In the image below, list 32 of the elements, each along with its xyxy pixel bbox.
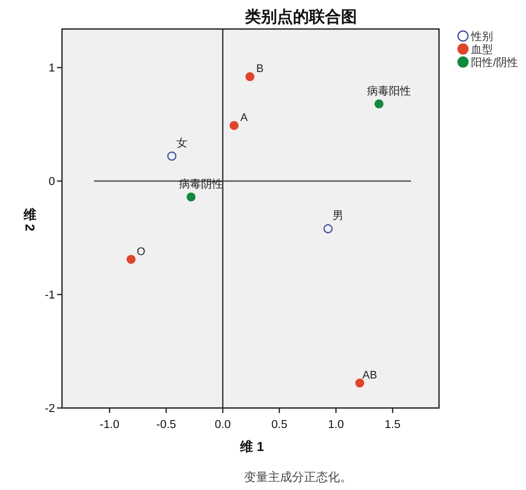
- point: [323, 224, 333, 234]
- annotation: B: [256, 63, 264, 76]
- x-tick-label: -0.5: [156, 419, 176, 431]
- annotation: A: [240, 112, 248, 124]
- annotation: 女: [176, 138, 188, 150]
- x-tick-label: -1.0: [100, 419, 120, 431]
- legend-label: 性别: [470, 31, 493, 43]
- annotation: AB: [362, 370, 378, 382]
- x-tick-label: 0.0: [214, 419, 231, 431]
- point: [374, 99, 384, 108]
- legend-label: 血型: [471, 44, 493, 56]
- x-tick-label: 1.0: [328, 419, 344, 431]
- point: [167, 151, 176, 161]
- legend-label: 阳性/阴性: [471, 57, 518, 69]
- y-tick-label: -1: [44, 290, 55, 302]
- point: [230, 120, 239, 130]
- point: [245, 72, 254, 82]
- x-axis-title: 维 1: [239, 439, 264, 454]
- point: [355, 378, 364, 388]
- x-tick-label: 1.5: [384, 419, 401, 431]
- chart-title: 类别点的联合图: [244, 8, 357, 26]
- annotation: O: [136, 246, 146, 258]
- y-tick-label: 1: [48, 62, 55, 75]
- annotation: 男: [332, 210, 344, 222]
- x-tick-label: 0.5: [271, 419, 288, 431]
- point: [186, 192, 196, 202]
- y-axis-title: 维 2: [22, 207, 38, 232]
- text: 变量主成分正态化。: [244, 470, 352, 484]
- y-tick-label: -2: [44, 403, 55, 415]
- point: [126, 254, 136, 264]
- y-tick-label: 0: [48, 176, 55, 188]
- annotation: 病毒阳性: [366, 84, 411, 98]
